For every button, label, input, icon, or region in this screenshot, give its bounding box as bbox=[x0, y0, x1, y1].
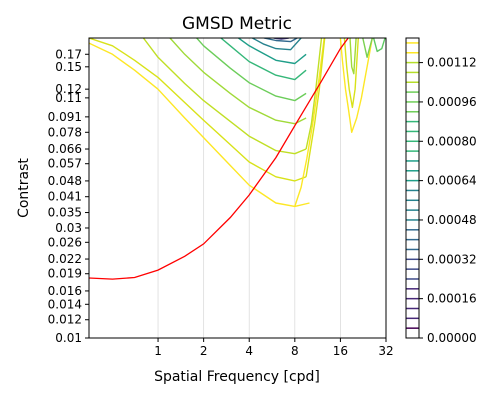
chart-title: GMSD Metric bbox=[182, 14, 292, 34]
colorbar-tick-label: 0.00032 bbox=[427, 252, 477, 266]
contour-line-right bbox=[362, 38, 373, 58]
colorbar-frame bbox=[405, 37, 420, 339]
contour-line-right bbox=[349, 38, 357, 75]
contour-lines bbox=[89, 38, 386, 208]
y-tick-label: 0.091 bbox=[48, 110, 82, 124]
colorbar-background bbox=[406, 38, 419, 338]
y-tick-label: 0.016 bbox=[48, 284, 82, 298]
contour-line-right bbox=[294, 38, 325, 207]
y-tick-label: 0.012 bbox=[48, 313, 82, 327]
contour-line bbox=[169, 38, 307, 125]
colorbar-tick-label: 0.00080 bbox=[427, 134, 477, 148]
y-tick-label: 0.019 bbox=[48, 267, 82, 281]
colorbar-tick-label: 0.00064 bbox=[427, 174, 477, 188]
colorbar-tick-label: 0.00096 bbox=[427, 95, 477, 109]
y-tick-label: 0.014 bbox=[48, 297, 82, 311]
contour-line-right bbox=[305, 38, 326, 177]
x-gridlines bbox=[157, 38, 387, 338]
y-tick-label: 0.066 bbox=[48, 142, 82, 156]
colorbar-tick-label: 0.00112 bbox=[427, 56, 477, 70]
y-tick-label: 0.15 bbox=[55, 60, 82, 74]
y-tick-label: 0.01 bbox=[55, 331, 82, 345]
colorbar: 0.00000 0.00016 0.00032 0.00048 0.00064 0.000… bbox=[405, 37, 477, 345]
y-axis-ticks: 0.010.0120.0140.0160.0190.0220.0260.030.… bbox=[48, 47, 89, 345]
contour-line bbox=[238, 38, 307, 65]
contour-line bbox=[220, 38, 307, 81]
contour-line-right bbox=[339, 38, 373, 134]
plot-frame bbox=[88, 37, 387, 339]
contour-line bbox=[89, 42, 310, 208]
x-axis-ticks: 1 2 4 8 16 32 bbox=[154, 338, 394, 358]
x-tick-label: 32 bbox=[378, 344, 393, 358]
x-axis-title: Spatial Frequency [cpd] bbox=[154, 369, 320, 385]
y-axis-title: Contrast bbox=[16, 158, 32, 218]
y-tick-label: 0.078 bbox=[48, 125, 82, 139]
x-tick-label: 2 bbox=[200, 344, 208, 358]
y-tick-label: 0.026 bbox=[48, 235, 82, 249]
contour-line-right bbox=[343, 38, 359, 109]
y-tick-label: 0.035 bbox=[48, 206, 82, 220]
y-tick-label: 0.03 bbox=[55, 221, 82, 235]
y-tick-label: 0.11 bbox=[55, 91, 82, 105]
colorbar-tick-label: 0.00000 bbox=[427, 331, 477, 345]
contour-line bbox=[196, 38, 307, 102]
y-tick-label: 0.12 bbox=[55, 82, 82, 96]
y-tick-label: 0.048 bbox=[48, 174, 82, 188]
y-tick-label: 0.057 bbox=[48, 157, 82, 171]
contour-line-right bbox=[372, 38, 386, 53]
threshold-curve bbox=[89, 38, 349, 280]
x-tick-label: 4 bbox=[245, 344, 253, 358]
y-tick-label: 0.041 bbox=[48, 190, 82, 204]
y-tick-label: 0.17 bbox=[55, 47, 82, 61]
threshold-line bbox=[89, 38, 349, 280]
contour-line-right bbox=[305, 38, 323, 150]
contour-line bbox=[263, 38, 298, 43]
x-tick-label: 16 bbox=[333, 344, 348, 358]
colorbar-tick-label: 0.00048 bbox=[427, 213, 477, 227]
x-tick-label: 8 bbox=[291, 344, 299, 358]
contour-line bbox=[89, 38, 307, 182]
colorbar-tick-label: 0.00016 bbox=[427, 292, 477, 306]
contour-line bbox=[142, 38, 307, 155]
y-tick-label: 0.022 bbox=[48, 252, 82, 266]
x-tick-label: 1 bbox=[154, 344, 162, 358]
contour-line bbox=[252, 38, 302, 51]
